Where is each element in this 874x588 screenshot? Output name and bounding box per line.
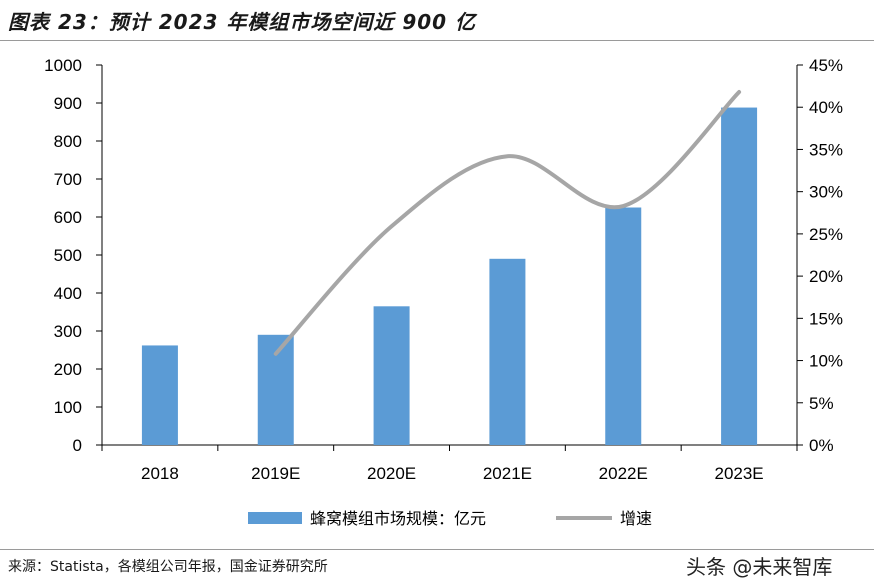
watermark: 头条 @未来智库 bbox=[686, 555, 833, 579]
right-axis-tick-label: 10% bbox=[809, 352, 843, 371]
left-axis-tick-label: 1000 bbox=[44, 56, 82, 75]
right-axis-tick-label: 45% bbox=[809, 56, 843, 75]
x-axis-tick-label: 2020E bbox=[367, 464, 416, 483]
legend-bar-swatch bbox=[248, 512, 302, 524]
legend-bar-label: 蜂窝模组市场规模：亿元 bbox=[310, 510, 486, 528]
left-axis-tick-label: 200 bbox=[54, 360, 82, 379]
bar-2022E bbox=[605, 207, 642, 445]
left-axis-tick-label: 300 bbox=[54, 322, 82, 341]
left-axis-tick-label: 900 bbox=[54, 94, 82, 113]
right-axis-tick-label: 40% bbox=[809, 98, 843, 117]
right-axis-tick-label: 20% bbox=[809, 267, 843, 286]
x-axis-tick-label: 2018 bbox=[141, 464, 179, 483]
left-axis-tick-label: 0 bbox=[73, 436, 82, 455]
right-axis-tick-label: 15% bbox=[809, 309, 843, 328]
right-axis-tick-label: 5% bbox=[809, 394, 834, 413]
right-axis-tick-label: 0% bbox=[809, 436, 834, 455]
x-axis-tick-label: 2021E bbox=[483, 464, 532, 483]
bar-2023E bbox=[721, 107, 758, 445]
left-axis-tick-label: 700 bbox=[54, 170, 82, 189]
footer-divider bbox=[0, 549, 874, 550]
source-note: 来源：Statista，各模组公司年报，国金证券研究所 bbox=[8, 559, 328, 575]
legend-line-label: 增速 bbox=[620, 510, 652, 528]
left-axis-tick-label: 400 bbox=[54, 284, 82, 303]
bar-2021E bbox=[489, 258, 526, 445]
x-axis-tick-label: 2022E bbox=[599, 464, 648, 483]
x-axis-tick-label: 2023E bbox=[714, 464, 763, 483]
right-axis-tick-label: 25% bbox=[809, 225, 843, 244]
x-axis-tick-label: 2019E bbox=[251, 464, 300, 483]
right-axis-tick-label: 30% bbox=[809, 183, 843, 202]
right-axis-tick-label: 35% bbox=[809, 140, 843, 159]
title-divider bbox=[0, 40, 874, 41]
bar-2020E bbox=[373, 306, 410, 445]
bar-2018 bbox=[141, 345, 178, 445]
chart-title: 图表 23：预计 2023 年模组市场空间近 900 亿 bbox=[8, 10, 477, 34]
growth-line bbox=[273, 90, 742, 356]
left-axis-tick-label: 100 bbox=[54, 398, 82, 417]
left-axis-tick-label: 500 bbox=[54, 246, 82, 265]
left-axis-tick-label: 800 bbox=[54, 132, 82, 151]
left-axis-tick-label: 600 bbox=[54, 208, 82, 227]
chart: 0 100 200 300 400 500 600 700 800 900 1000 0% 5% 10% 1… bbox=[44, 56, 843, 528]
